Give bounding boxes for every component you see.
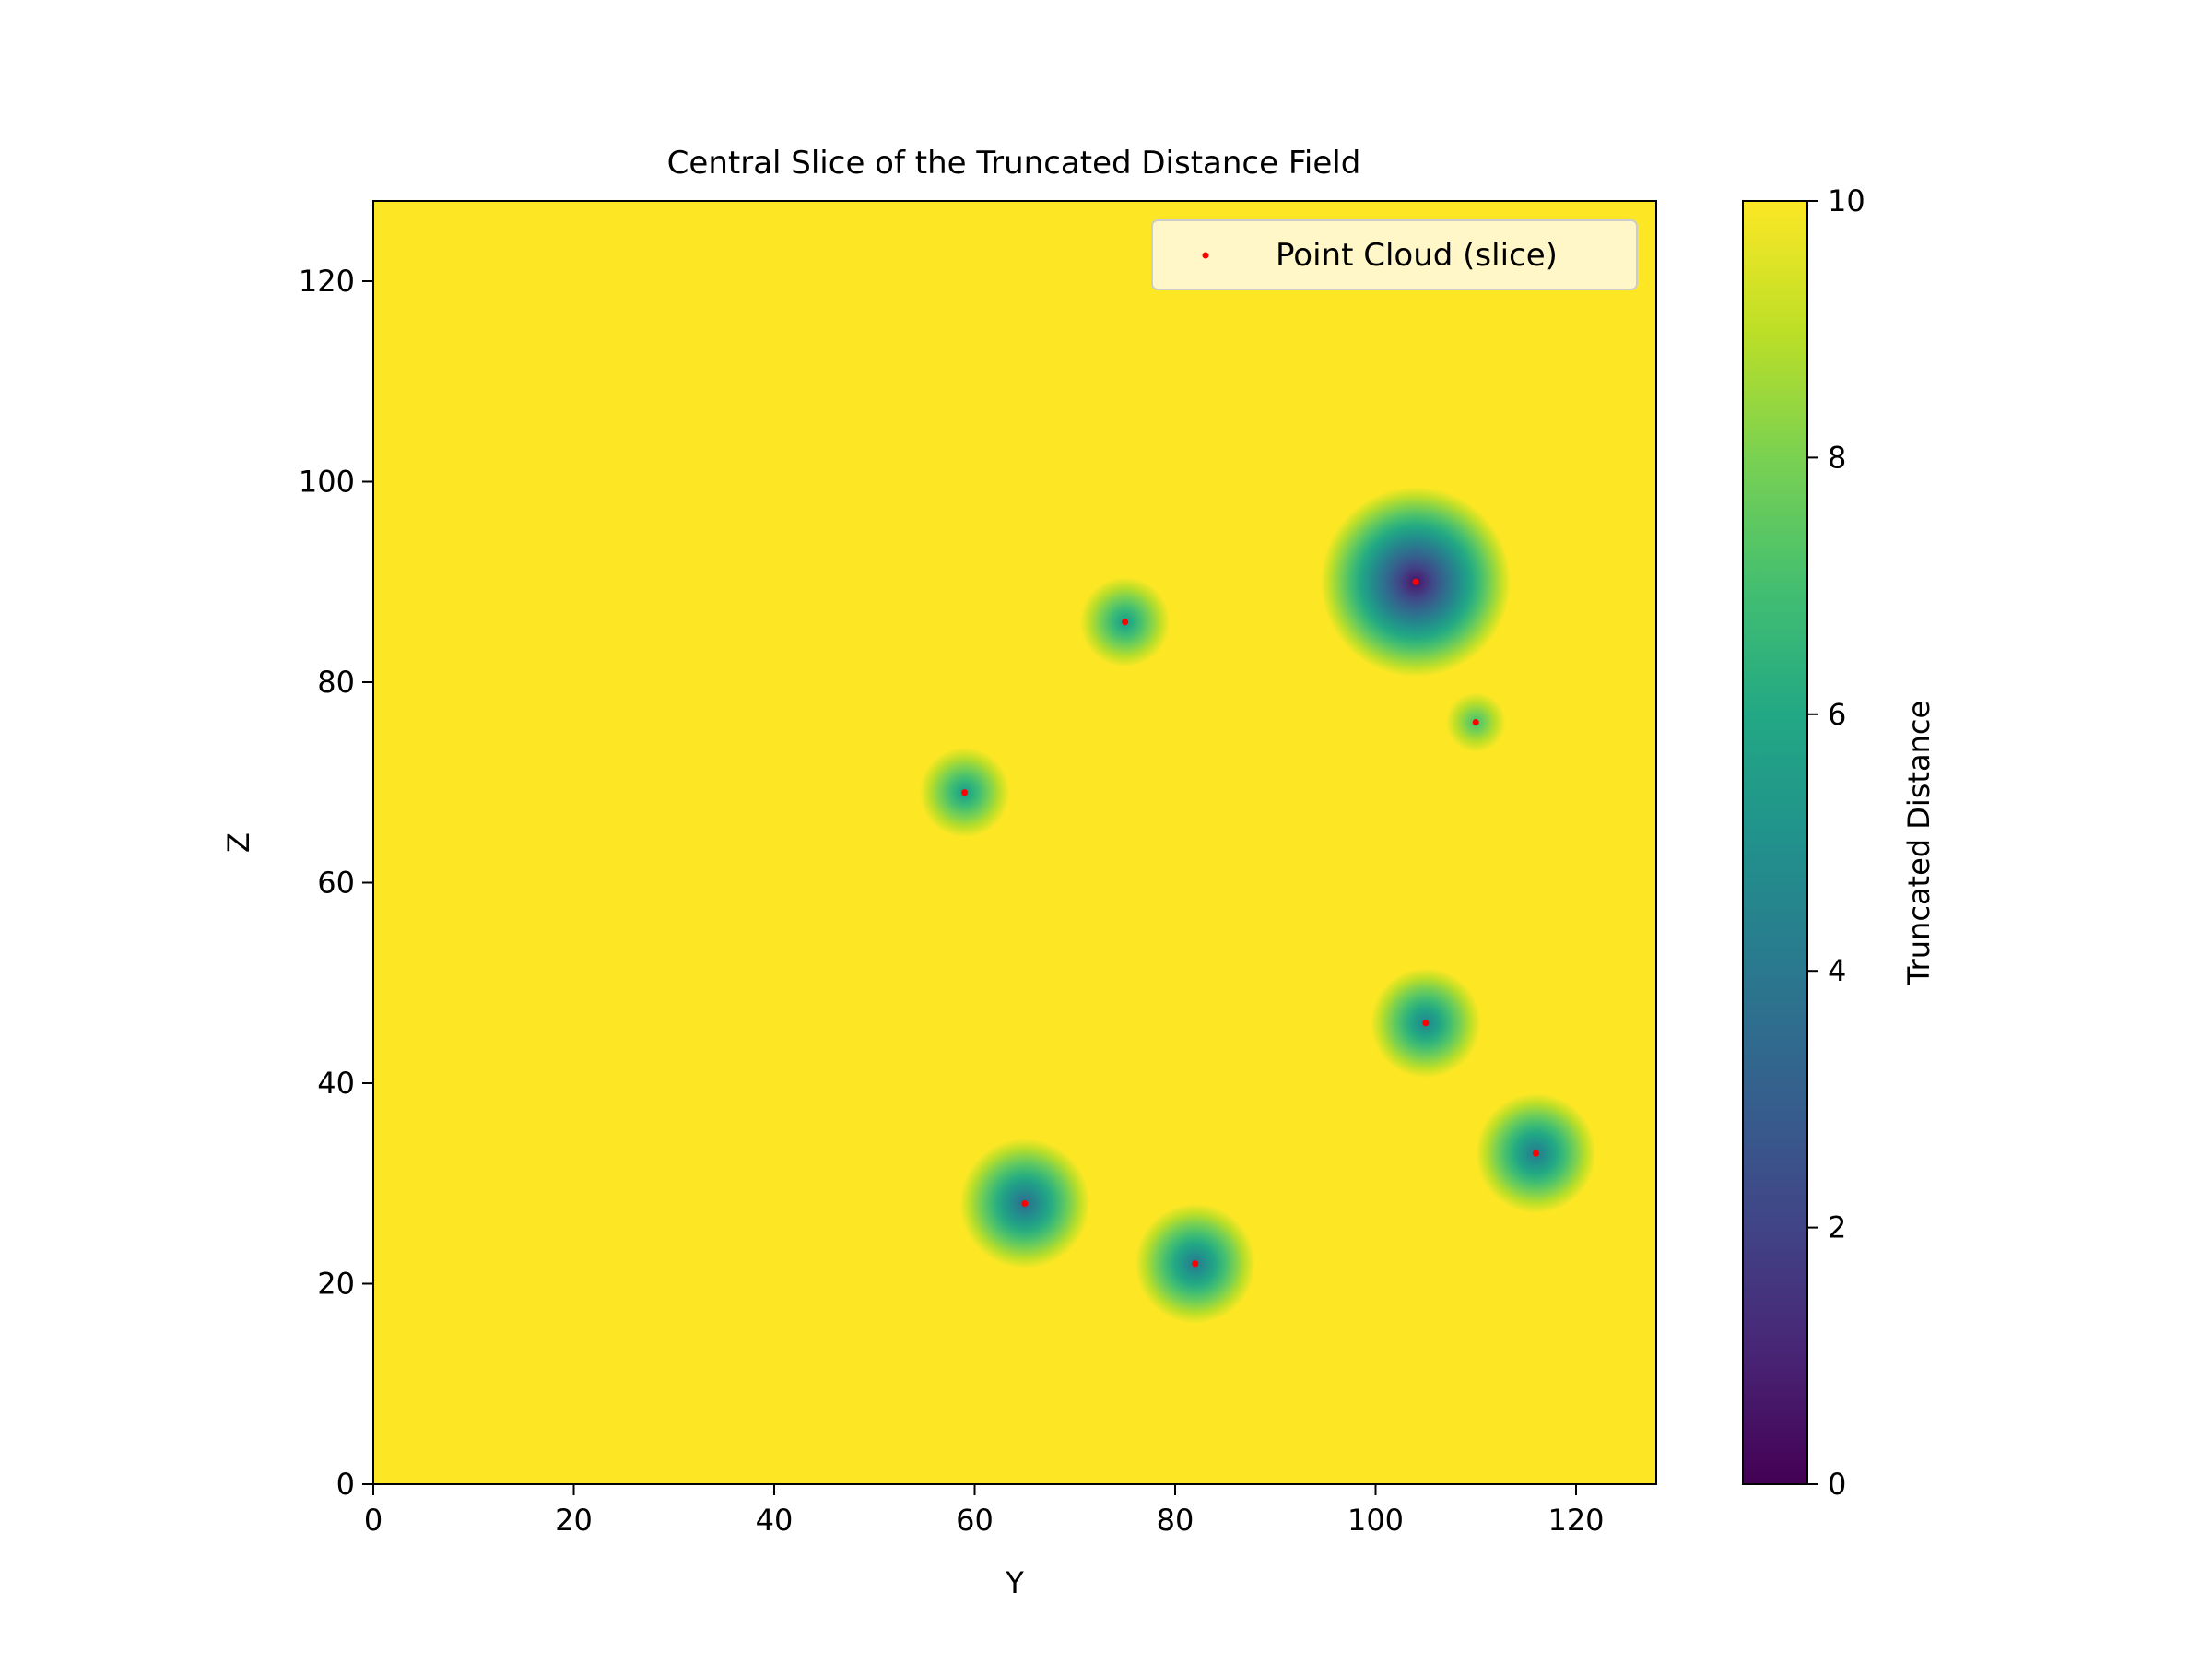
x-axis-label: Y (1005, 1565, 1024, 1600)
y-tick-label: 120 (299, 264, 355, 299)
scatter-point (1472, 719, 1479, 725)
colorbar-tick-label: 4 (1828, 953, 1846, 988)
y-axis-label: Z (221, 832, 256, 853)
x-tick-label: 0 (364, 1503, 382, 1538)
x-tick-label: 120 (1547, 1503, 1604, 1538)
colorbar: 0 2 4 6 8 10 Truncated Distance (1742, 183, 1936, 1502)
colorbar-tick-label: 2 (1828, 1210, 1846, 1245)
y-tick-label: 100 (299, 465, 355, 500)
y-tick-label: 20 (317, 1267, 355, 1302)
heatmap-background (373, 201, 1656, 1484)
y-tick-label: 0 (336, 1467, 355, 1502)
scatter-series (961, 578, 1539, 1268)
legend-marker (1202, 252, 1209, 259)
colorbar-tick-label: 10 (1828, 183, 1865, 218)
scatter-point (1533, 1150, 1539, 1157)
x-tick-label: 40 (756, 1503, 794, 1538)
colorbar-tick-label: 6 (1828, 697, 1846, 732)
x-tick-label: 60 (956, 1503, 994, 1538)
y-tick-label: 60 (317, 866, 355, 901)
y-tick-label: 40 (317, 1066, 355, 1101)
x-tick-label: 20 (555, 1503, 593, 1538)
heatmap (373, 201, 1656, 1484)
colorbar-tick-label: 8 (1828, 440, 1846, 475)
plot-frame (372, 200, 1657, 1485)
scatter-point (1192, 1260, 1199, 1268)
colorbar-ticks: 0 2 4 6 8 10 (1807, 183, 1865, 1502)
y-tick-label: 80 (317, 665, 355, 700)
legend-label: Point Cloud (slice) (1276, 237, 1558, 274)
colorbar-gradient (1742, 200, 1808, 1485)
scatter-point (1422, 1020, 1430, 1027)
legend-box (1151, 219, 1638, 290)
x-axis-ticks: 0 20 40 60 80 100 120 (364, 1484, 1605, 1538)
y-axis-ticks: 0 20 40 60 80 100 120 (299, 264, 373, 1502)
x-tick-label: 80 (1157, 1503, 1194, 1538)
scatter-point (1021, 1200, 1029, 1207)
chart-title: Central Slice of the Truncated Distance … (667, 145, 1361, 182)
scatter-point (1122, 619, 1129, 626)
colorbar-label: Truncated Distance (1901, 701, 1936, 985)
scatter-point (961, 789, 969, 796)
legend: Point Cloud (slice) (1151, 219, 1638, 290)
scatter-point (1412, 578, 1419, 585)
colorbar-tick-label: 0 (1828, 1467, 1846, 1502)
x-tick-label: 100 (1347, 1503, 1404, 1538)
